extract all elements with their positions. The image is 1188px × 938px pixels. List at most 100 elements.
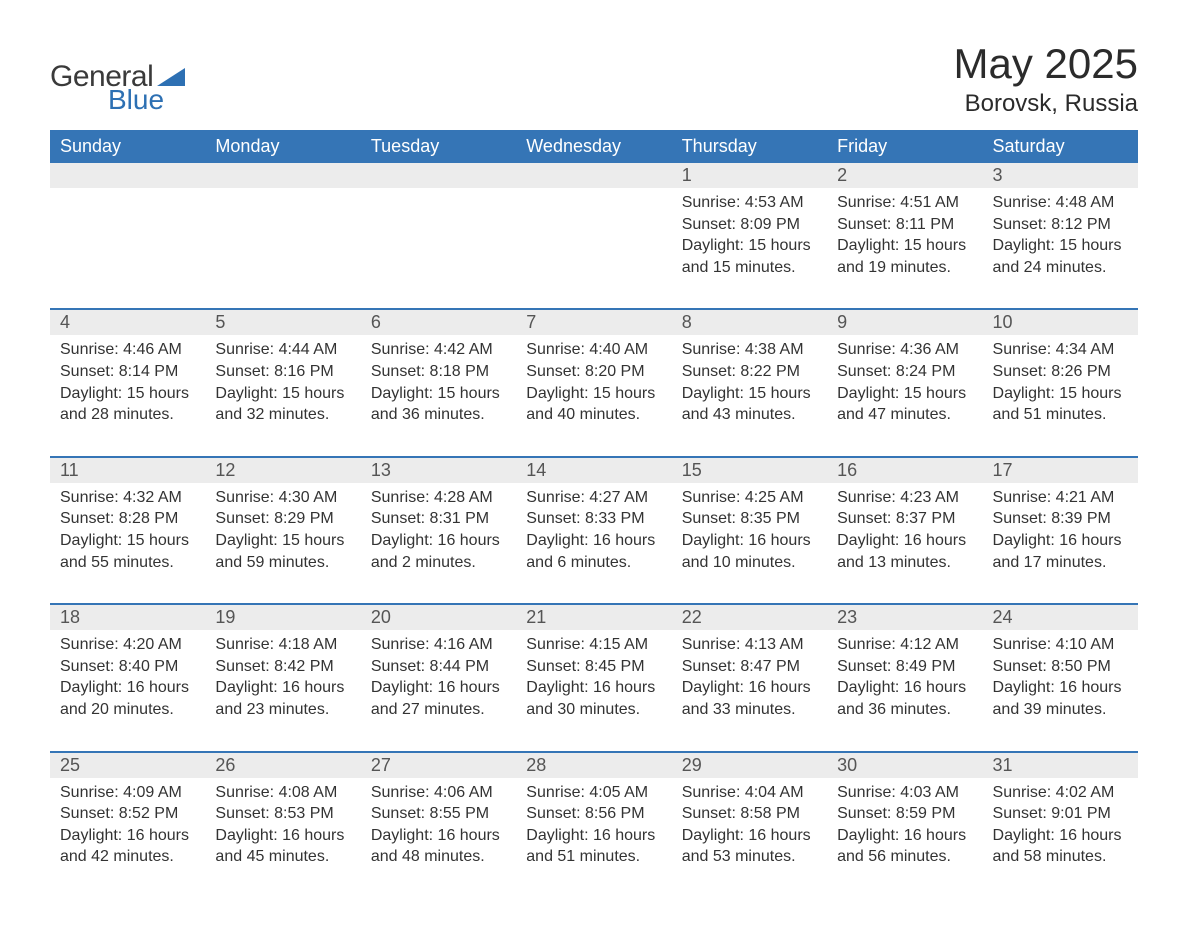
sunset-line: Sunset: 8:16 PM [215, 361, 350, 383]
calendar-table: SundayMondayTuesdayWednesdayThursdayFrid… [50, 130, 1138, 898]
day-details: Sunrise: 4:12 AMSunset: 8:49 PMDaylight:… [827, 630, 982, 720]
daylight-line: Daylight: 16 hours and 56 minutes. [837, 825, 972, 868]
day-header-sunday: Sunday [50, 130, 205, 163]
sunset-line: Sunset: 8:49 PM [837, 656, 972, 678]
sunrise-line: Sunrise: 4:12 AM [837, 634, 972, 656]
sunset-line: Sunset: 8:40 PM [60, 656, 195, 678]
day-header-monday: Monday [205, 130, 360, 163]
day-details: Sunrise: 4:03 AMSunset: 8:59 PMDaylight:… [827, 778, 982, 868]
day-number: 27 [361, 753, 516, 778]
day-number: 10 [983, 310, 1138, 335]
week-row: 1Sunrise: 4:53 AMSunset: 8:09 PMDaylight… [50, 163, 1138, 308]
daylight-line: Daylight: 15 hours and 15 minutes. [682, 235, 817, 278]
sunrise-line: Sunrise: 4:06 AM [371, 782, 506, 804]
day-cell: 1Sunrise: 4:53 AMSunset: 8:09 PMDaylight… [672, 163, 827, 308]
day-details: Sunrise: 4:53 AMSunset: 8:09 PMDaylight:… [672, 188, 827, 278]
day-number: 16 [827, 458, 982, 483]
header-row: General Blue May 2025 Borovsk, Russia [50, 40, 1138, 118]
sunset-line: Sunset: 8:26 PM [993, 361, 1128, 383]
day-details: Sunrise: 4:42 AMSunset: 8:18 PMDaylight:… [361, 335, 516, 425]
sunrise-line: Sunrise: 4:38 AM [682, 339, 817, 361]
brand-logo: General Blue [50, 60, 185, 116]
day-number: 26 [205, 753, 360, 778]
day-number: 11 [50, 458, 205, 483]
sunrise-line: Sunrise: 4:34 AM [993, 339, 1128, 361]
sunset-line: Sunset: 8:47 PM [682, 656, 817, 678]
sunrise-line: Sunrise: 4:23 AM [837, 487, 972, 509]
sunset-line: Sunset: 8:22 PM [682, 361, 817, 383]
day-cell: 15Sunrise: 4:25 AMSunset: 8:35 PMDayligh… [672, 456, 827, 603]
sunrise-line: Sunrise: 4:16 AM [371, 634, 506, 656]
sunrise-line: Sunrise: 4:42 AM [371, 339, 506, 361]
day-cell: 21Sunrise: 4:15 AMSunset: 8:45 PMDayligh… [516, 603, 671, 750]
day-cell: 4Sunrise: 4:46 AMSunset: 8:14 PMDaylight… [50, 308, 205, 455]
day-cell: 18Sunrise: 4:20 AMSunset: 8:40 PMDayligh… [50, 603, 205, 750]
sunrise-line: Sunrise: 4:28 AM [371, 487, 506, 509]
daylight-line: Daylight: 15 hours and 36 minutes. [371, 383, 506, 426]
day-number: 5 [205, 310, 360, 335]
sunrise-line: Sunrise: 4:25 AM [682, 487, 817, 509]
day-cell: 29Sunrise: 4:04 AMSunset: 8:58 PMDayligh… [672, 751, 827, 898]
daylight-line: Daylight: 15 hours and 19 minutes. [837, 235, 972, 278]
day-header-thursday: Thursday [672, 130, 827, 163]
day-cell: 16Sunrise: 4:23 AMSunset: 8:37 PMDayligh… [827, 456, 982, 603]
day-cell: 28Sunrise: 4:05 AMSunset: 8:56 PMDayligh… [516, 751, 671, 898]
day-cell: 14Sunrise: 4:27 AMSunset: 8:33 PMDayligh… [516, 456, 671, 603]
sunset-line: Sunset: 8:55 PM [371, 803, 506, 825]
sunset-line: Sunset: 8:24 PM [837, 361, 972, 383]
sunset-line: Sunset: 8:29 PM [215, 508, 350, 530]
sunset-line: Sunset: 8:12 PM [993, 214, 1128, 236]
day-details: Sunrise: 4:30 AMSunset: 8:29 PMDaylight:… [205, 483, 360, 573]
daylight-line: Daylight: 16 hours and 42 minutes. [60, 825, 195, 868]
day-number: 14 [516, 458, 671, 483]
day-details: Sunrise: 4:10 AMSunset: 8:50 PMDaylight:… [983, 630, 1138, 720]
logo-word-blue: Blue [108, 84, 164, 116]
daylight-line: Daylight: 15 hours and 28 minutes. [60, 383, 195, 426]
day-cell: 9Sunrise: 4:36 AMSunset: 8:24 PMDaylight… [827, 308, 982, 455]
sunset-line: Sunset: 8:37 PM [837, 508, 972, 530]
day-details: Sunrise: 4:02 AMSunset: 9:01 PMDaylight:… [983, 778, 1138, 868]
sunrise-line: Sunrise: 4:46 AM [60, 339, 195, 361]
sunrise-line: Sunrise: 4:21 AM [993, 487, 1128, 509]
day-cell: 11Sunrise: 4:32 AMSunset: 8:28 PMDayligh… [50, 456, 205, 603]
day-number: 13 [361, 458, 516, 483]
day-details: Sunrise: 4:09 AMSunset: 8:52 PMDaylight:… [50, 778, 205, 868]
day-cell: 19Sunrise: 4:18 AMSunset: 8:42 PMDayligh… [205, 603, 360, 750]
day-number: 15 [672, 458, 827, 483]
day-header-wednesday: Wednesday [516, 130, 671, 163]
day-details: Sunrise: 4:16 AMSunset: 8:44 PMDaylight:… [361, 630, 516, 720]
day-cell [205, 163, 360, 308]
daylight-line: Daylight: 16 hours and 30 minutes. [526, 677, 661, 720]
day-details: Sunrise: 4:36 AMSunset: 8:24 PMDaylight:… [827, 335, 982, 425]
sunset-line: Sunset: 8:53 PM [215, 803, 350, 825]
daylight-line: Daylight: 16 hours and 36 minutes. [837, 677, 972, 720]
day-cell: 20Sunrise: 4:16 AMSunset: 8:44 PMDayligh… [361, 603, 516, 750]
day-cell: 31Sunrise: 4:02 AMSunset: 9:01 PMDayligh… [983, 751, 1138, 898]
sunrise-line: Sunrise: 4:44 AM [215, 339, 350, 361]
daylight-line: Daylight: 16 hours and 45 minutes. [215, 825, 350, 868]
day-header-saturday: Saturday [983, 130, 1138, 163]
day-details: Sunrise: 4:13 AMSunset: 8:47 PMDaylight:… [672, 630, 827, 720]
day-details: Sunrise: 4:15 AMSunset: 8:45 PMDaylight:… [516, 630, 671, 720]
day-number: 29 [672, 753, 827, 778]
daylight-line: Daylight: 16 hours and 20 minutes. [60, 677, 195, 720]
daylight-line: Daylight: 15 hours and 40 minutes. [526, 383, 661, 426]
sunrise-line: Sunrise: 4:02 AM [993, 782, 1128, 804]
week-row: 25Sunrise: 4:09 AMSunset: 8:52 PMDayligh… [50, 751, 1138, 898]
daylight-line: Daylight: 16 hours and 39 minutes. [993, 677, 1128, 720]
day-number: 6 [361, 310, 516, 335]
calendar-body: 1Sunrise: 4:53 AMSunset: 8:09 PMDaylight… [50, 163, 1138, 898]
sunrise-line: Sunrise: 4:08 AM [215, 782, 350, 804]
day-number: 28 [516, 753, 671, 778]
sunrise-line: Sunrise: 4:03 AM [837, 782, 972, 804]
day-cell: 10Sunrise: 4:34 AMSunset: 8:26 PMDayligh… [983, 308, 1138, 455]
day-number: 1 [672, 163, 827, 188]
day-details: Sunrise: 4:08 AMSunset: 8:53 PMDaylight:… [205, 778, 360, 868]
day-number: 19 [205, 605, 360, 630]
daylight-line: Daylight: 16 hours and 27 minutes. [371, 677, 506, 720]
day-header-row: SundayMondayTuesdayWednesdayThursdayFrid… [50, 130, 1138, 163]
daylight-line: Daylight: 16 hours and 17 minutes. [993, 530, 1128, 573]
daylight-line: Daylight: 15 hours and 59 minutes. [215, 530, 350, 573]
day-cell: 26Sunrise: 4:08 AMSunset: 8:53 PMDayligh… [205, 751, 360, 898]
day-details: Sunrise: 4:25 AMSunset: 8:35 PMDaylight:… [672, 483, 827, 573]
